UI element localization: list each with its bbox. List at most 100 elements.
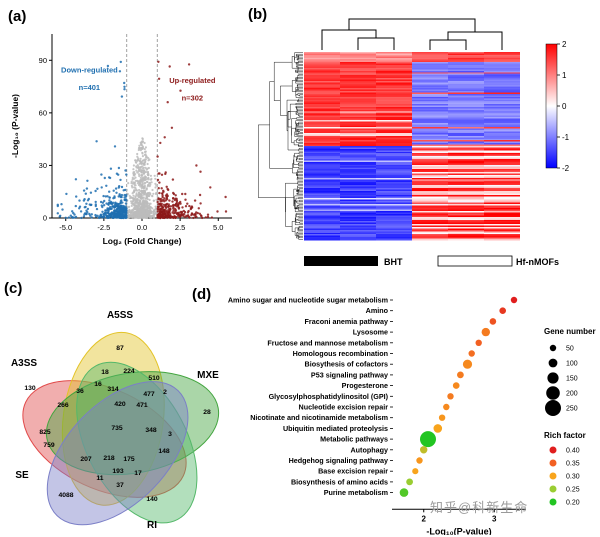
rich-factor-legend-dot xyxy=(549,498,557,506)
colorbar-tick-label: 2 xyxy=(562,40,567,49)
panel-d-bubble: (d) Amino sugar and nucleotide sugar met… xyxy=(192,280,598,536)
points-up-regulated xyxy=(156,60,228,220)
venn-count: 175 xyxy=(123,456,135,463)
venn-count: 130 xyxy=(24,385,36,392)
x-tick-label: -2.5 xyxy=(97,223,110,232)
points-nonsignificant xyxy=(125,137,159,220)
venn-count: 36 xyxy=(76,388,84,395)
pathway-dot xyxy=(438,414,446,421)
venn-diagram: A3SS A5SS MXE RI SE 87 18 224 510 16 36 314 477 2 130 4… xyxy=(11,310,220,531)
pathway-dot xyxy=(420,446,428,454)
points-down-regulated xyxy=(56,60,128,220)
pathway-dot xyxy=(447,393,454,400)
gene-number-legend-dot xyxy=(548,358,558,368)
pathway-bubble-plot: Amino sugar and nucleotide sugar metabol… xyxy=(228,296,596,536)
venn-count: 193 xyxy=(112,468,124,475)
panel-a-volcano: (a) -5.0 -2.5 0.0 2.5 5.0 0 30 60 90 Down-regulat… xyxy=(6,6,242,262)
pathway-label: Glycosylphosphatidylinositol (GPI) xyxy=(269,392,389,401)
pathway-dot xyxy=(452,382,460,389)
pathway-dot xyxy=(457,371,464,379)
pathway-label: P53 signaling pathway xyxy=(311,370,388,379)
pathway-label: Progesterone xyxy=(342,381,388,390)
venn-set-label-ri: RI xyxy=(147,520,157,531)
venn-count: 28 xyxy=(203,409,211,416)
gene-number-legend-value: 100 xyxy=(566,361,578,368)
venn-set-label-se: SE xyxy=(15,470,29,481)
bht-label: BHT xyxy=(384,257,403,267)
colorbar-tick-label: -2 xyxy=(562,164,570,173)
venn-set-label-mxe: MXE xyxy=(197,370,219,381)
venn-count: 148 xyxy=(158,448,170,455)
pathway-dot xyxy=(433,424,443,433)
gene-number-legend-dot xyxy=(545,400,561,416)
pathway-dot xyxy=(481,327,490,337)
pathway-label: Homologous recombination xyxy=(293,349,388,358)
pathway-dot xyxy=(475,339,482,346)
pathway-dot xyxy=(416,457,423,464)
hf-nmofs-swatch xyxy=(437,255,513,267)
gene-number-legend-dot xyxy=(546,386,560,400)
pathway-label: Autophagy xyxy=(350,445,388,454)
gene-number-legend-value: 50 xyxy=(566,346,574,353)
panel-d-tag: (d) xyxy=(192,286,212,303)
rich-factor-legend-title: Rich factor xyxy=(544,431,586,440)
pathway-label: Nucleotide excision repair xyxy=(299,403,389,412)
y-axis-label: -Log₁₀ (P-value) xyxy=(10,94,20,158)
venn-set-a5ss xyxy=(61,331,165,506)
pathway-dot xyxy=(510,296,518,304)
up-regulated-label: Up-regulated xyxy=(169,76,216,85)
venn-count: 17 xyxy=(134,470,142,477)
x-tick-label: -5.0 xyxy=(59,223,72,232)
column-dendrogram xyxy=(321,18,503,50)
venn-count: 140 xyxy=(146,496,158,503)
heatmap-plot: 2 1 0 -1 -2 BHT Hf-nMOFs xyxy=(258,18,570,267)
pathway-dot xyxy=(399,488,409,497)
venn-count: 735 xyxy=(111,425,123,432)
rich-factor-legend-value: 0.35 xyxy=(566,461,580,468)
pathway-dot xyxy=(489,318,497,325)
gene-number-legend-value: 200 xyxy=(566,391,578,398)
venn-count: 18 xyxy=(101,369,109,376)
venn-set-se xyxy=(46,381,189,526)
x-axis-label: Log₂ (Fold Change) xyxy=(103,236,182,246)
hf-nmofs-label: Hf-nMOFs xyxy=(516,257,559,267)
bht-swatch xyxy=(304,256,378,266)
panel-a-tag: (a) xyxy=(8,8,27,25)
venn-set-mxe xyxy=(45,371,220,476)
gene-number-legend-value: 250 xyxy=(566,406,578,413)
row-dendrogram xyxy=(258,52,303,240)
rich-factor-legend-value: 0.25 xyxy=(566,487,580,494)
venn-set-label-a3ss: A3SS xyxy=(11,358,37,369)
gene-number-legend-dot xyxy=(547,372,559,384)
venn-count: 11 xyxy=(96,475,103,482)
venn-count: 266 xyxy=(57,402,69,409)
x-tick-label: 3 xyxy=(492,514,497,523)
rich-factor-legend-dot xyxy=(549,446,557,454)
panel-c-tag: (c) xyxy=(4,280,23,297)
rich-factor-legend-dot xyxy=(549,485,557,493)
watermark: 知乎@科新生命 xyxy=(430,500,529,515)
colorbar-tick-label: -1 xyxy=(562,133,570,142)
pathway-dot xyxy=(412,468,419,475)
volcano-plot: -5.0 -2.5 0.0 2.5 5.0 0 30 60 90 Down-regulated n=… xyxy=(10,34,232,246)
venn-count: 4088 xyxy=(58,492,73,499)
panel-c-venn: (c) A3SS A5SS MXE RI SE 87 18 224 510 16 36 314 477 2… xyxy=(2,278,244,537)
pathway-dot xyxy=(462,359,473,369)
x-axis-label: -Log₁₀(P-value) xyxy=(426,526,491,535)
venn-count: 420 xyxy=(114,401,126,408)
panel-b-heatmap: (b) 2 1 0 -1 -2 BHT Hf-nMOFs xyxy=(246,4,598,280)
x-tick-label: 2.5 xyxy=(175,223,185,232)
venn-count: 2 xyxy=(163,389,167,396)
y-tick-label: 0 xyxy=(43,214,47,223)
venn-count: 16 xyxy=(94,381,102,388)
pathway-label: Biosythesis of cofactors xyxy=(305,360,388,369)
rich-factor-legend-value: 0.40 xyxy=(566,448,580,455)
rich-factor-legend-dot xyxy=(549,459,557,467)
y-tick-label: 60 xyxy=(39,108,47,117)
pathway-label: Amino xyxy=(366,306,389,315)
down-regulated-label: Down-regulated xyxy=(61,66,118,75)
y-tick-label: 90 xyxy=(39,56,47,65)
venn-count: 348 xyxy=(145,427,157,434)
heatmap-cells xyxy=(304,52,520,241)
